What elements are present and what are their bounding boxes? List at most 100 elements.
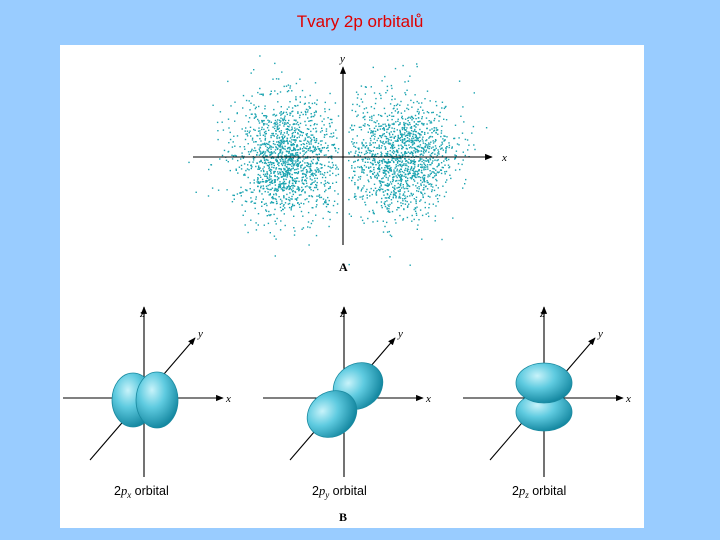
density-dot (247, 151, 250, 153)
density-dot (397, 182, 399, 185)
density-dot (386, 167, 389, 170)
density-dot (294, 191, 297, 194)
density-dot (411, 144, 414, 146)
density-dot (324, 201, 326, 204)
density-dot (304, 137, 307, 139)
density-dot (327, 210, 329, 213)
density-dot (289, 159, 291, 162)
density-dot (289, 186, 291, 188)
density-dot (313, 150, 315, 152)
density-dot (383, 181, 385, 183)
density-dot (265, 179, 268, 182)
density-dot (357, 114, 359, 116)
density-dot (251, 95, 253, 97)
density-dot (333, 143, 336, 146)
density-dot (266, 204, 268, 207)
density-dot (363, 172, 365, 174)
density-dot (453, 137, 455, 140)
density-dot (291, 134, 294, 137)
density-dot (288, 181, 290, 183)
density-dot (295, 146, 298, 148)
density-dot (330, 132, 332, 135)
density-dot (245, 133, 247, 135)
density-dot (428, 215, 430, 218)
density-dot (441, 238, 443, 241)
density-dot (309, 146, 311, 148)
density-dot (323, 124, 325, 126)
density-dot (299, 96, 301, 98)
density-dot (397, 200, 399, 203)
density-dot (443, 135, 445, 137)
density-dot (462, 159, 464, 161)
density-dot (293, 144, 295, 146)
density-dot (386, 165, 388, 167)
density-dot (244, 130, 246, 132)
density-dot (262, 150, 265, 153)
density-dot (248, 161, 251, 163)
density-dot (410, 141, 412, 143)
density-dot (258, 166, 260, 169)
density-dot (292, 163, 294, 165)
density-dot (315, 174, 317, 176)
density-dot (228, 142, 230, 144)
density-dot (372, 212, 375, 214)
density-dot (365, 166, 368, 168)
density-dot (387, 124, 390, 127)
density-dot (438, 164, 440, 166)
density-dot (227, 151, 229, 153)
density-dot (277, 173, 279, 175)
density-dot (320, 150, 322, 153)
density-dot (244, 174, 246, 176)
density-dot (353, 196, 356, 198)
density-dot (293, 123, 295, 125)
density-dot (382, 140, 384, 143)
density-dot (393, 173, 395, 175)
density-dot (436, 180, 438, 182)
density-dot (268, 121, 270, 123)
density-dot (301, 134, 303, 137)
density-dot (389, 203, 391, 206)
density-dot (385, 92, 387, 94)
density-dot (284, 155, 286, 157)
density-dot (282, 189, 285, 192)
density-dot (315, 171, 317, 173)
density-dot (409, 135, 411, 137)
density-dot (279, 143, 282, 145)
density-dot (423, 168, 425, 170)
density-dot (323, 118, 325, 120)
density-dot (269, 146, 271, 149)
density-dot (394, 158, 396, 160)
density-dot (393, 171, 395, 173)
density-dot (438, 151, 440, 153)
density-dot (334, 190, 336, 192)
density-dot (428, 120, 430, 122)
density-dot (407, 161, 409, 163)
density-dot (243, 174, 245, 176)
density-dot (381, 167, 383, 169)
density-dot (359, 196, 361, 198)
density-dot (393, 127, 396, 130)
density-dot (264, 137, 267, 140)
density-dot (426, 180, 428, 182)
density-dot (389, 134, 391, 136)
density-dot (390, 145, 393, 147)
density-dot (407, 190, 410, 192)
density-dot (296, 199, 298, 201)
density-dot (406, 89, 408, 91)
density-dot (273, 235, 276, 237)
density-dot (404, 203, 407, 205)
density-dot (311, 170, 313, 172)
density-dot (290, 157, 292, 160)
density-dot (433, 149, 435, 152)
density-dot (413, 175, 416, 177)
density-dot (294, 190, 296, 193)
density-dot (391, 123, 393, 125)
density-dot (288, 106, 290, 108)
density-dot (393, 169, 395, 171)
density-dot (296, 172, 299, 175)
density-dot (280, 117, 282, 119)
density-dot (329, 166, 331, 168)
density-dot (421, 158, 423, 160)
caption-2py: 2py orbital (312, 484, 367, 500)
density-dot (394, 171, 396, 173)
